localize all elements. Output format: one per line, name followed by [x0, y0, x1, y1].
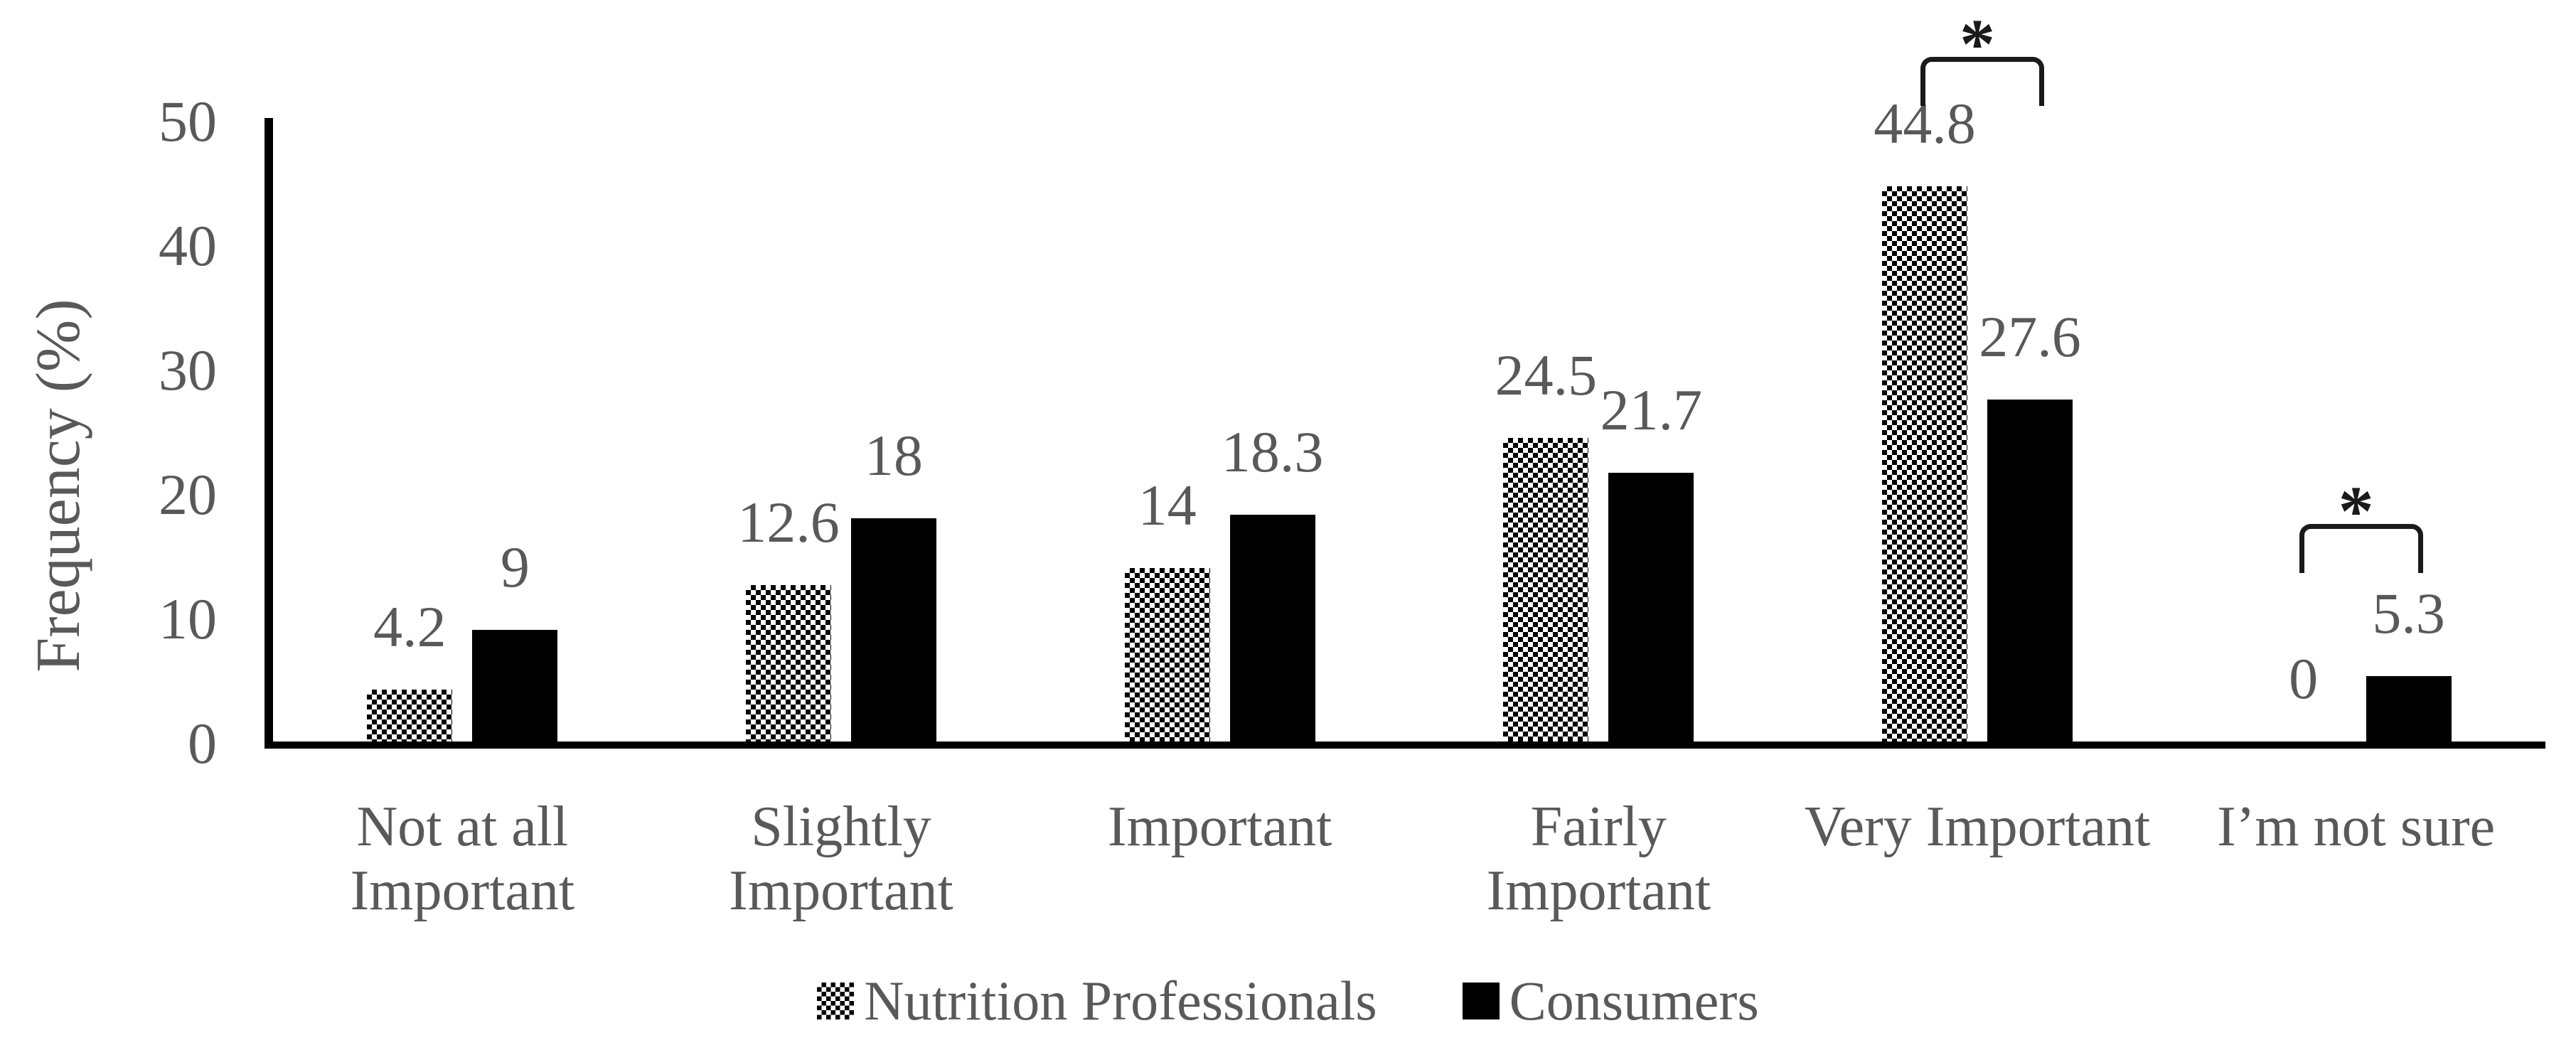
category-label-line: I’m not sure: [2217, 796, 2496, 858]
legend-item-nutrition-professionals: Nutrition Professionals: [817, 969, 1377, 1033]
significance-asterisk-5: *: [2338, 471, 2374, 550]
category-label-3: Fairly Important: [1399, 795, 1797, 923]
y-tick-label-0: 0: [188, 711, 217, 776]
category-label-line: Important: [1107, 796, 1332, 858]
legend-item-consumers: Consumers: [1462, 969, 1759, 1033]
significance-bracket-4: [1920, 57, 2044, 106]
legend-label-consumers: Consumers: [1509, 970, 1759, 1032]
bar-nutrition-professionals-1: [746, 585, 831, 742]
y-tick-label-50: 50: [159, 89, 217, 154]
data-label-consumers-2: 18.3: [1221, 419, 1324, 484]
bar-consumers-2: [1229, 515, 1315, 742]
legend-label-nutrition-professionals: Nutrition Professionals: [864, 970, 1377, 1032]
data-label-nutrition-professionals-1: 12.6: [737, 490, 840, 555]
significance-asterisk-4: *: [1960, 4, 1995, 83]
y-tick-label-30: 30: [159, 338, 217, 402]
category-label-1: Slightly Important: [642, 795, 1040, 923]
solid-black-swatch-icon: [1462, 983, 1500, 1019]
category-label-line: Very Important: [1804, 796, 2151, 858]
category-label-0: Not at all Important: [263, 795, 661, 923]
bar-nutrition-professionals-4: [1882, 186, 1967, 742]
category-label-line: Important: [729, 860, 953, 922]
bar-consumers-1: [851, 518, 936, 742]
category-label-line: Not at all: [356, 796, 569, 858]
category-label-5: I’m not sure: [2157, 795, 2555, 859]
significance-bracket-5: [2299, 524, 2423, 573]
data-label-nutrition-professionals-3: 24.5: [1495, 343, 1598, 407]
category-label-4: Very Important: [1778, 795, 2176, 859]
y-tick-label-10: 10: [159, 587, 217, 651]
bar-consumers-5: [2366, 676, 2452, 742]
category-label-line: Fairly: [1530, 796, 1667, 858]
data-label-nutrition-professionals-2: 14: [1138, 473, 1197, 537]
y-axis-line: [264, 118, 273, 749]
data-label-consumers-1: 18: [865, 423, 923, 488]
data-label-consumers-0: 9: [500, 535, 530, 599]
bar-consumers-4: [1987, 400, 2073, 742]
category-label-line: Important: [350, 860, 575, 922]
data-label-consumers-3: 21.7: [1600, 378, 1703, 442]
bar-nutrition-professionals-2: [1124, 568, 1210, 742]
y-tick-label-40: 40: [159, 213, 217, 278]
bar-consumers-3: [1608, 473, 1694, 742]
dotted-pattern-swatch-icon: [817, 983, 855, 1019]
category-label-2: Important: [1021, 795, 1419, 859]
bar-consumers-0: [472, 630, 558, 742]
bar-nutrition-professionals-0: [367, 690, 453, 742]
y-tick-label-20: 20: [159, 462, 217, 527]
category-label-line: Slightly: [751, 796, 931, 858]
x-axis-line: [264, 742, 2545, 749]
legend: Nutrition Professionals Consumers: [0, 968, 2576, 1034]
data-label-nutrition-professionals-0: 4.2: [373, 594, 447, 659]
data-label-consumers-5: 5.3: [2372, 581, 2445, 646]
data-label-consumers-4: 27.6: [1979, 304, 2081, 369]
data-label-nutrition-professionals-5: 0: [2289, 646, 2319, 711]
bar-nutrition-professionals-3: [1503, 438, 1589, 742]
category-label-line: Important: [1486, 860, 1711, 922]
